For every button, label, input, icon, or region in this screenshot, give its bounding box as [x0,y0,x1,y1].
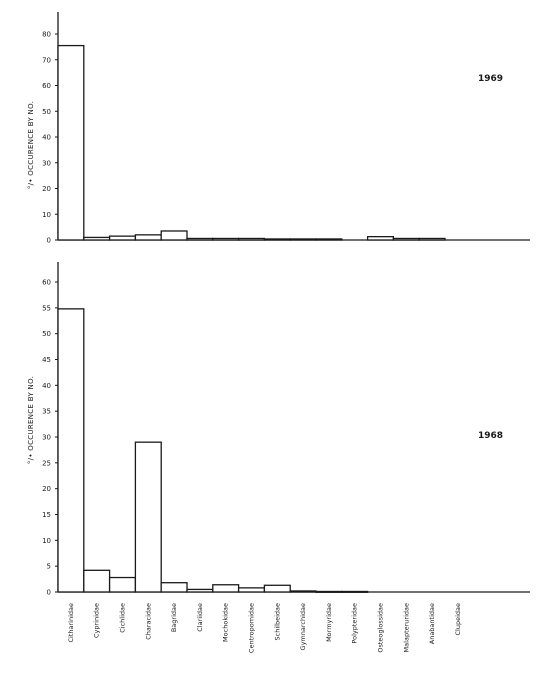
y-tick-label-1968-50: 50 [42,330,51,338]
y-tick-label-1969-10: 10 [42,211,51,219]
y-tick-label-1968-25: 25 [42,459,51,467]
bar-1969-Clariidae [186,237,214,241]
y-tick-label-1969-80: 80 [42,31,51,39]
category-label-Gymnarchidae: Gymnarchidae [299,603,307,650]
bar-1969-Citharinidae [57,44,85,241]
bar-1968-Polypteridae [341,590,369,593]
y-tick-label-1968-5: 5 [47,563,51,571]
bar-1969-Schilbeidae [263,238,291,241]
category-label-Anabantidae: Anabantidae [428,603,436,644]
bar-1969-Cichlidae [108,235,137,241]
category-label-Citharinidae: Citharinidae [67,603,75,643]
category-label-Cichlidae: Cichlidae [119,603,127,633]
y-tick-label-1969-50: 50 [42,108,51,116]
category-label-Centropomidae: Centropomidae [248,603,256,653]
y-tick-label-1968-10: 10 [42,537,51,545]
y-tick-label-1968-35: 35 [42,408,51,416]
bar-1968-Clariidae [186,588,214,593]
category-label-Cyprinidae: Cyprinidae [93,603,101,638]
bar-1968-Bagridae [160,582,188,593]
y-tick-label-1969-20: 20 [42,185,51,193]
bar-1969-Mochokidae [212,237,240,241]
bar-1968-Mormyridae [315,590,343,593]
y-axis-label-1969: °/• OCCURENCE BY NO. [27,101,35,189]
bar-1969-Mormyridae [315,238,343,241]
y-axis-label-1968: °/• OCCURENCE BY NO. [27,376,35,464]
y-tick-label-1968-60: 60 [42,279,51,287]
category-label-Osteoglossidae: Osteoglossidae [377,603,385,653]
bar-1969-Characidae [134,234,162,241]
y-tick-label-1968-55: 55 [42,304,51,312]
bar-1968-Characidae [134,441,162,593]
bar-1968-Mochokidae [212,584,240,593]
y-tick-label-1968-20: 20 [42,485,51,493]
bar-1968-Cichlidae [108,576,137,593]
category-label-Schilbeidae: Schilbeidae [273,603,281,640]
y-tick-label-1969-70: 70 [42,56,51,64]
y-tick-label-1968-15: 15 [42,511,51,519]
category-label-Clariidae: Clariidae [196,603,204,632]
y-tick-label-1969-40: 40 [42,134,51,142]
y-tick-label-1969-60: 60 [42,82,51,90]
bar-1968-Citharinidae [57,308,85,593]
category-label-Mochokidae: Mochokidae [222,603,230,642]
bar-1969-Malapteruridae [392,237,420,241]
bar-1968-Cyprinidae [83,569,111,593]
bar-1969-Cyprinidae [83,236,111,241]
y-tick-label-1968-0: 0 [47,589,51,597]
panel-label-1968: 1968 [478,431,503,441]
bar-1969-Gymnarchidae [289,238,317,241]
category-label-Malapteruridae: Malapteruridae [402,603,410,652]
bar-1968-Centropomidae [237,587,266,593]
category-label-Mormyridae: Mormyridae [325,603,333,642]
category-label-Polypteridae: Polypteridae [351,603,359,644]
y-tick-label-1968-40: 40 [42,382,51,390]
panel-label-1969: 1969 [478,74,503,84]
bar-1968-Gymnarchidae [289,590,317,593]
y-tick-label-1969-0: 0 [47,237,51,245]
y-tick-label-1969-30: 30 [42,159,51,167]
bar-1968-Schilbeidae [263,584,291,593]
category-label-Characidae: Characidae [144,603,152,640]
y-tick-label-1968-30: 30 [42,434,51,442]
y-tick-label-1968-45: 45 [42,356,51,364]
bar-1969-Anabantidae [418,237,446,241]
bar-1969-Centropomidae [237,237,266,241]
category-label-Clupeidae: Clupeidae [454,603,462,636]
bar-1969-Bagridae [160,230,188,241]
bar-1969-Osteoglossidae [366,236,395,241]
category-label-Bagridae: Bagridae [170,603,178,632]
